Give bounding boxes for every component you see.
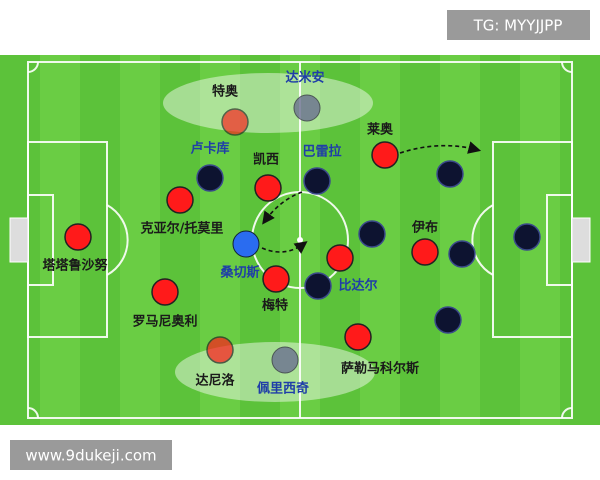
footer-box [10, 440, 172, 470]
player-label: 克亚尔/托莫里 [141, 221, 224, 237]
player-label: 达尼洛 [195, 373, 235, 389]
arrows [261, 141, 482, 254]
player-label: 特奥 [212, 84, 239, 100]
player-label: 凯西 [253, 152, 279, 168]
player-label: 塔塔鲁沙努 [42, 258, 107, 274]
watermark: TG: MYYJJPP [473, 17, 563, 35]
player-label: 桑切斯 [219, 265, 259, 281]
player-label: 比达尔 [338, 278, 377, 294]
pitch-stripe [480, 55, 520, 425]
pitch-stripe [120, 55, 160, 425]
labels: 特奥 达米安 卢卡库 凯西 巴雷拉 莱奥 克亚尔/托莫里 塔塔鲁沙努 伊布 桑切… [42, 70, 438, 397]
player-label: 伊布 [411, 220, 438, 236]
players [64, 94, 541, 374]
pitch-stripe [440, 55, 480, 425]
player-label: 罗马尼奥利 [132, 314, 197, 330]
player-label: 达米安 [285, 70, 324, 86]
player-label: 巴雷拉 [302, 144, 341, 160]
pitch-stripe [160, 55, 200, 425]
player-label: 莱奥 [367, 122, 394, 138]
player-label: 卢卡库 [190, 141, 229, 157]
footer: www.9dukeji.com [25, 447, 156, 465]
watermark-box [447, 10, 590, 40]
player-label: 梅特 [262, 298, 288, 314]
zone [163, 73, 373, 133]
player-label: 佩里西奇 [257, 381, 309, 397]
player-label: 萨勒马科尔斯 [341, 361, 419, 377]
pitch-stripe [320, 55, 360, 425]
